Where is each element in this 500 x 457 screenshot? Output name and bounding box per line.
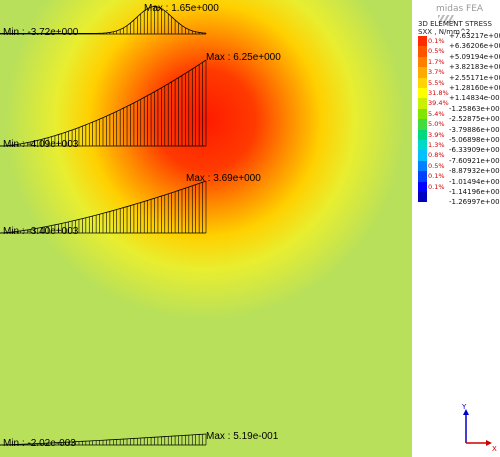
plot1-min-label: Min : -3.72e+000 — [3, 27, 79, 38]
legend-percent-5: 31.8% — [428, 89, 449, 97]
legend-percent-4: 5.5% — [428, 78, 445, 87]
legend-swatch-4 — [418, 77, 427, 88]
legend-value-6: +1.14834e-002 — [449, 94, 500, 103]
legend-swatch-11 — [418, 150, 427, 161]
legend-swatch-2 — [418, 56, 427, 68]
legend-percent-3: 3.7% — [428, 68, 445, 77]
legend-swatch-14 — [418, 181, 427, 192]
legend-subtitle: SXX , N/mm^2 — [418, 28, 471, 36]
legend-percent-10: 1.3% — [428, 141, 445, 149]
plot1-profile-curve — [0, 6, 207, 34]
legend-value-5: +1.28160e+000 — [449, 84, 500, 92]
plot3-profile — [0, 180, 207, 234]
legend-swatch-10 — [418, 140, 427, 151]
legend-swatch-8 — [418, 119, 427, 130]
plot4-profile-curve — [0, 433, 207, 446]
plot3-max-label: Max : 3.69e+000 — [186, 173, 261, 184]
model-viewport[interactable]: Max : 1.65e+000 Min : -3.72e+000 Max : 6… — [0, 0, 412, 457]
legend-title: 3D ELEMENT STRESS — [418, 20, 492, 28]
brand-slashes-icon — [438, 14, 454, 23]
legend-percent-0: 0.1% — [428, 37, 445, 45]
legend-percent-13: 0.1% — [428, 172, 445, 181]
plot4-profile — [0, 433, 207, 446]
plot4-max-label: Max : 5.19e-001 — [206, 431, 279, 442]
legend-percent-9: 3.9% — [428, 130, 445, 139]
legend-value-10: -5.06898e+000 — [449, 136, 500, 144]
legend-percent-8: 5.0% — [428, 120, 445, 129]
legend-percent-12: 0.5% — [428, 161, 445, 170]
legend-value-2: +5.09194e+000 — [449, 52, 500, 61]
plot2-profile — [0, 59, 207, 147]
legend-value-12: -7.60921e+000 — [449, 156, 500, 165]
legend-swatch-0 — [418, 36, 427, 47]
legend-value-13: -8.87932e+000 — [449, 167, 500, 176]
axis-y-label: Y — [461, 403, 467, 411]
legend-value-8: -2.52875e+000 — [449, 115, 500, 124]
legend-percent-1: 0.5% — [428, 47, 445, 56]
legend-value-0: +7.63217e+000 — [449, 32, 500, 40]
legend-swatch-1 — [418, 46, 427, 57]
plot2-profile-curve — [0, 59, 207, 147]
plot1-profile — [0, 6, 207, 35]
axis-x-label: X — [492, 445, 497, 453]
axis-triad-icon: Y X — [461, 403, 497, 453]
legend-value-1: +6.36206e+000 — [449, 42, 500, 51]
legend-percent-2: 1.7% — [428, 57, 445, 66]
stress-contour-field — [0, 0, 412, 457]
legend-percent-11: 0.8% — [428, 151, 445, 160]
plot3-min-label: Min : -3.40e+003 — [3, 226, 79, 237]
plot4-min-label: Min : -2.02e-003 — [3, 438, 76, 449]
plot3-profile-curve — [0, 180, 207, 234]
brand-text: midas FEA — [436, 4, 484, 14]
legend-value-4: +2.55171e+000 — [449, 73, 500, 82]
legend-percent-6: 39.4% — [428, 99, 449, 108]
legend-swatch-5 — [418, 88, 427, 99]
legend-swatch-3 — [418, 67, 427, 78]
plot2-min-label: Min : -4.09e+003 — [3, 139, 79, 150]
legend-value-7: -1.25863e+000 — [449, 104, 500, 113]
legend-swatch-15 — [418, 192, 427, 203]
legend-value-11: -6.33909e+000 — [449, 146, 500, 155]
legend-swatch-7 — [418, 108, 427, 120]
legend-swatch-6 — [418, 98, 427, 109]
legend-value-3: +3.82183e+000 — [449, 63, 500, 72]
plot1-max-label: Max : 1.65e+000 — [144, 3, 219, 14]
legend-percent-7: 5.4% — [428, 109, 445, 118]
legend-swatch-13 — [418, 171, 427, 182]
legend-value-9: -3.79886e+000 — [449, 125, 500, 134]
legend-swatch-9 — [418, 129, 427, 140]
legend-value-16: -1.26997e+001 — [449, 198, 500, 207]
brand-logo: midas FEA — [436, 4, 496, 23]
legend-value-14: -1.01494e+001 — [449, 177, 500, 186]
legend-swatch-12 — [418, 160, 427, 172]
legend-value-15: -1.14196e+001 — [449, 188, 500, 196]
legend-percent-14: 0.1% — [428, 182, 445, 191]
plot2-max-label: Max : 6.25e+000 — [206, 52, 281, 63]
